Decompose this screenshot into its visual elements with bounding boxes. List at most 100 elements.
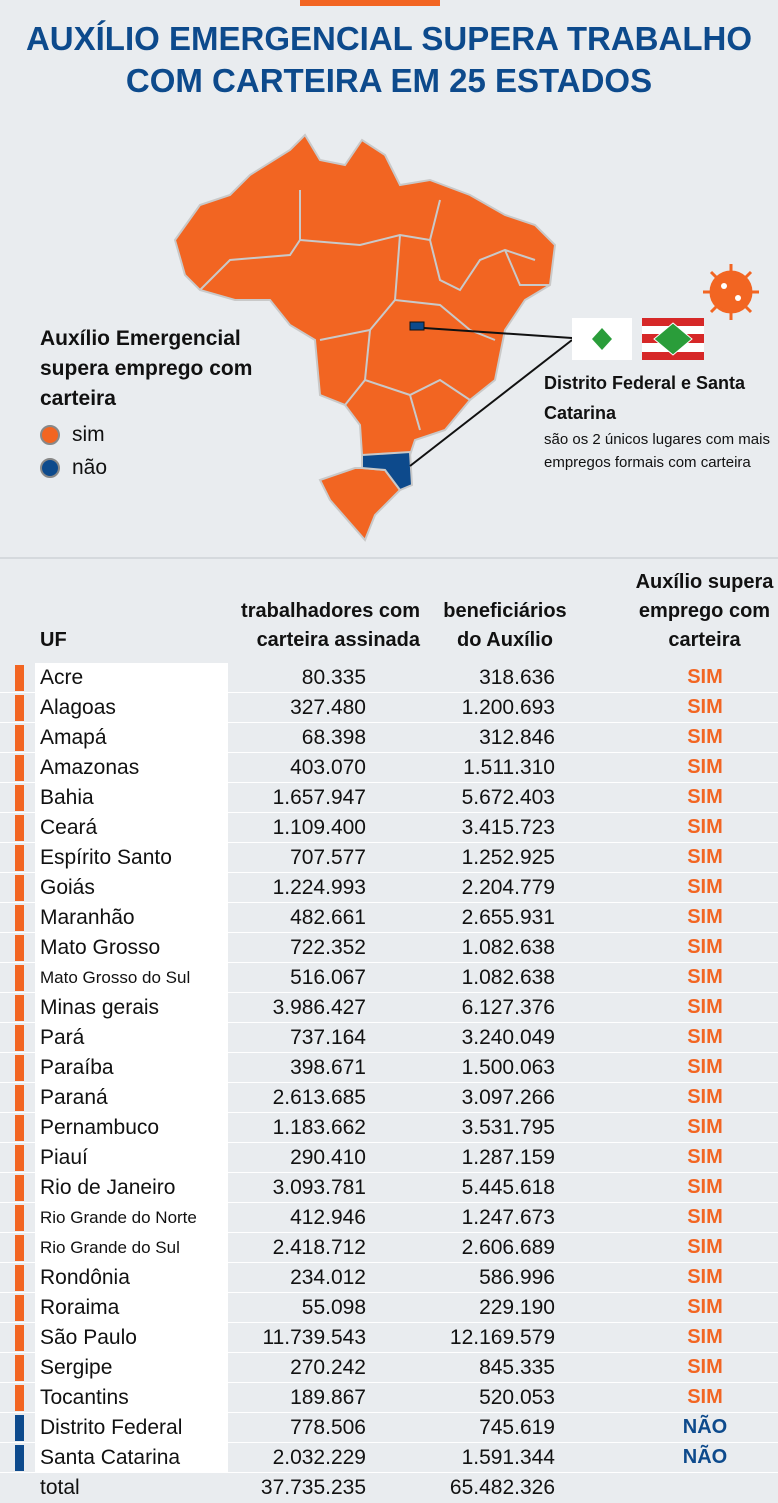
row-marker	[15, 1175, 24, 1201]
uf-cell: Rio de Janeiro	[40, 1176, 176, 1199]
workers-cell: 2.032.229	[272, 1446, 366, 1469]
legend-swatch	[40, 425, 60, 445]
exceeds-cell: SIM	[687, 1296, 723, 1318]
exceeds-cell: SIM	[687, 1206, 723, 1228]
workers-cell: 3.986.427	[272, 996, 366, 1019]
row-background	[35, 933, 228, 962]
uf-cell: Alagoas	[40, 696, 116, 719]
exceeds-cell: SIM	[687, 666, 723, 688]
workers-cell: 1.109.400	[272, 816, 366, 839]
exceeds-cell: SIM	[687, 936, 723, 958]
exceeds-cell: SIM	[687, 816, 723, 838]
table-row: Distrito Federal 778.506 745.619 NÃO	[0, 1413, 778, 1443]
row-background	[35, 1413, 228, 1442]
table-row: Rio Grande do Norte 412.946 1.247.673 SIM	[0, 1203, 778, 1233]
annotation-title: Distrito Federal e Santa Catarina	[544, 373, 746, 423]
table-row: Amazonas 403.070 1.511.310 SIM	[0, 753, 778, 783]
exceeds-cell: SIM	[687, 876, 723, 898]
rs-shape	[318, 467, 402, 542]
workers-cell: 234.012	[290, 1266, 366, 1289]
row-marker	[15, 1265, 24, 1291]
beneficiaries-cell: 1.511.310	[463, 756, 555, 779]
exceeds-cell: SIM	[687, 1116, 723, 1138]
row-marker	[15, 875, 24, 901]
uf-cell: Pará	[40, 1026, 85, 1049]
uf-cell: Piauí	[40, 1146, 88, 1169]
workers-cell: 482.661	[290, 906, 366, 929]
row-marker	[15, 785, 24, 811]
exceeds-cell: SIM	[687, 756, 723, 778]
beneficiaries-cell: 318.636	[479, 666, 555, 689]
beneficiaries-cell: 745.619	[479, 1416, 555, 1439]
row-background	[35, 1383, 228, 1412]
row-marker	[15, 1085, 24, 1111]
uf-cell: Tocantins	[40, 1386, 129, 1409]
table-row: Pernambuco 1.183.662 3.531.795 SIM	[0, 1113, 778, 1143]
row-background	[35, 963, 228, 992]
workers-cell: 778.506	[290, 1416, 366, 1439]
uf-cell: Roraima	[40, 1296, 120, 1319]
map	[173, 133, 759, 542]
exceeds-cell: SIM	[687, 1326, 723, 1348]
workers-cell: 55.098	[301, 1296, 366, 1319]
beneficiaries-cell: 5.672.403	[461, 786, 555, 809]
beneficiaries-cell: 6.127.376	[461, 996, 555, 1019]
uf-cell: Rio Grande do Norte	[40, 1208, 197, 1227]
row-marker	[15, 725, 24, 751]
beneficiaries-cell: 1.247.673	[461, 1206, 555, 1229]
uf-cell: Distrito Federal	[40, 1416, 183, 1439]
uf-cell: total	[40, 1476, 80, 1499]
row-background	[35, 1023, 228, 1052]
table-row: Ceará 1.109.400 3.415.723 SIM	[0, 813, 778, 843]
exceeds-cell: NÃO	[682, 1446, 728, 1468]
column-header: beneficiários do Auxílio	[443, 600, 567, 651]
table-row: Rio de Janeiro 3.093.781 5.445.618 SIM	[0, 1173, 778, 1203]
row-marker	[15, 1295, 24, 1321]
beneficiaries-cell: 2.204.779	[461, 876, 555, 899]
table-row: São Paulo 11.739.543 12.169.579 SIM	[0, 1323, 778, 1353]
row-marker	[15, 1355, 24, 1381]
row-marker	[15, 1025, 24, 1051]
virus-icon	[703, 264, 759, 320]
uf-cell: Amapá	[40, 726, 107, 749]
row-marker	[15, 815, 24, 841]
row-background	[35, 813, 228, 842]
row-marker	[15, 1385, 24, 1411]
beneficiaries-cell: 65.482.326	[449, 1476, 555, 1499]
beneficiaries-cell: 229.190	[479, 1296, 555, 1319]
workers-cell: 189.867	[290, 1386, 366, 1409]
exceeds-cell: NÃO	[682, 1416, 728, 1438]
beneficiaries-cell: 5.445.618	[461, 1176, 555, 1199]
exceeds-cell: SIM	[687, 1056, 723, 1078]
table-row: Alagoas 327.480 1.200.693 SIM	[0, 693, 778, 723]
table-row: Goiás 1.224.993 2.204.779 SIM	[0, 873, 778, 903]
table-row: Rondônia 234.012 586.996 SIM	[0, 1263, 778, 1293]
workers-cell: 1.657.947	[272, 786, 366, 809]
row-marker	[15, 845, 24, 871]
row-marker	[15, 1445, 24, 1471]
workers-cell: 3.093.781	[272, 1176, 366, 1199]
uf-cell: Minas gerais	[40, 996, 160, 1019]
exceeds-cell: SIM	[687, 786, 723, 808]
workers-cell: 2.613.685	[272, 1086, 366, 1109]
workers-cell: 1.183.662	[272, 1116, 366, 1139]
row-background	[35, 1173, 228, 1202]
legend-title: Auxílio Emergencial supera emprego com c…	[40, 327, 253, 410]
title-line: COM CARTEIRA EM 25 ESTADOS	[125, 62, 653, 99]
exceeds-cell: SIM	[687, 906, 723, 928]
uf-cell: Paraná	[40, 1086, 108, 1109]
sc-stripe	[642, 352, 704, 360]
uf-cell: Espírito Santo	[40, 846, 172, 869]
workers-cell: 2.418.712	[272, 1236, 366, 1259]
row-background	[35, 1203, 228, 1232]
beneficiaries-cell: 1.287.159	[461, 1146, 555, 1169]
row-background	[35, 873, 228, 902]
workers-cell: 1.224.993	[272, 876, 366, 899]
table-row: Minas gerais 3.986.427 6.127.376 SIM	[0, 993, 778, 1023]
title-line: AUXÍLIO EMERGENCIAL SUPERA TRABALHO	[25, 20, 753, 57]
column-header: Auxílio supera emprego com carteira	[635, 571, 774, 651]
exceeds-cell: SIM	[687, 1356, 723, 1378]
row-background	[35, 1323, 228, 1352]
state-borders	[199, 190, 550, 431]
legend-label: não	[72, 456, 108, 479]
